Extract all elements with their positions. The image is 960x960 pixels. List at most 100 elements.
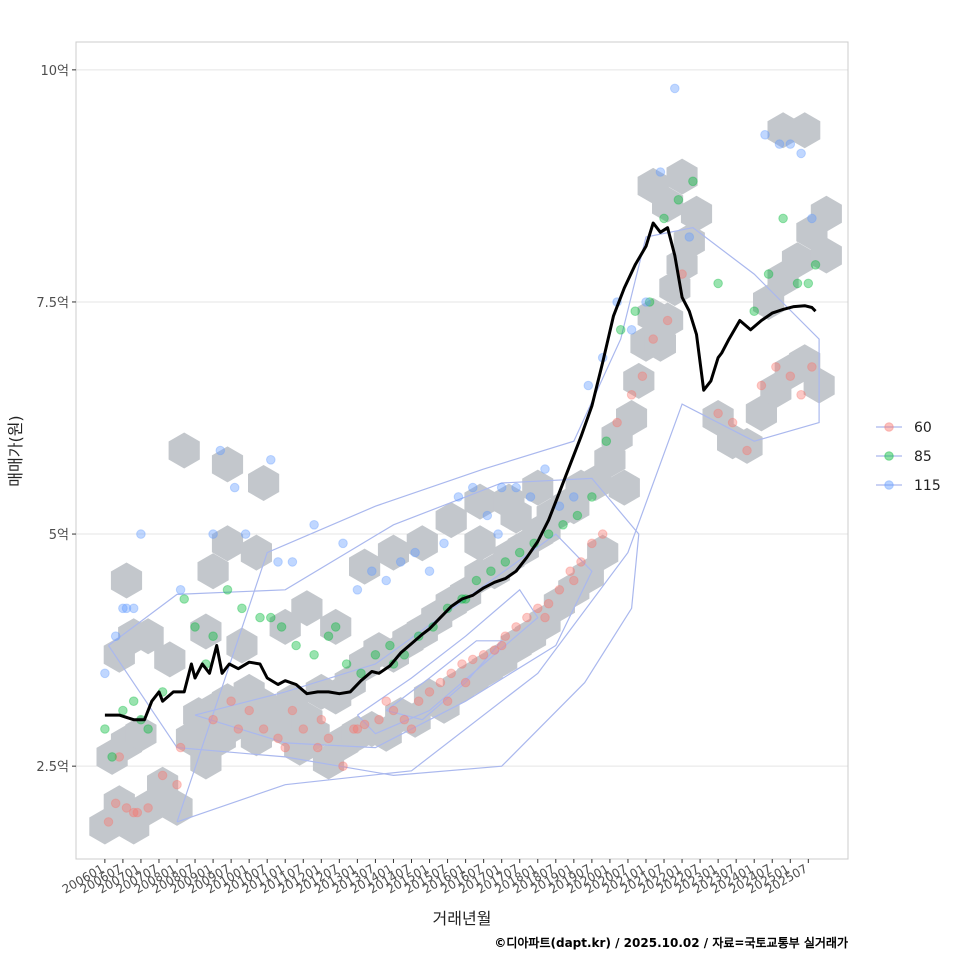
hexbin-cell <box>652 302 684 339</box>
hexbin-cell <box>745 395 777 432</box>
hexbin-cell <box>103 785 135 822</box>
point-60 <box>489 645 500 655</box>
point-85 <box>255 612 265 623</box>
hexbin-cell <box>587 534 619 571</box>
point-115 <box>100 668 110 679</box>
point-85 <box>572 510 583 521</box>
hexbin-cell <box>558 488 590 525</box>
hexbin-cell <box>154 641 186 678</box>
point-60 <box>349 724 359 734</box>
point-115 <box>774 139 785 149</box>
point-115 <box>511 482 521 493</box>
point-115 <box>367 566 377 577</box>
point-60 <box>742 445 752 456</box>
point-115 <box>496 482 507 493</box>
hexbin-cell <box>616 400 648 436</box>
legend-key-115 <box>884 480 894 490</box>
hexbin-cell <box>522 469 554 506</box>
point-60 <box>175 742 186 753</box>
point-85 <box>100 724 110 734</box>
point-60 <box>460 677 471 688</box>
point-60 <box>298 724 309 734</box>
point-85 <box>486 566 496 577</box>
point-85 <box>778 213 788 224</box>
point-60 <box>565 566 576 577</box>
point-115 <box>266 455 276 465</box>
point-60 <box>511 622 521 632</box>
point-115 <box>208 529 218 539</box>
point-60 <box>496 640 507 651</box>
hexbin-cell <box>197 553 229 590</box>
point-85 <box>749 306 760 317</box>
hexbin-cell <box>190 613 222 650</box>
point-60 <box>110 798 121 809</box>
median-trend-line <box>104 221 817 722</box>
point-85 <box>763 269 774 279</box>
hexbin-cell <box>125 715 157 752</box>
point-60 <box>226 696 236 707</box>
point-60 <box>114 752 125 762</box>
point-85 <box>341 659 352 669</box>
hexbin-cell <box>464 525 496 562</box>
point-85 <box>179 594 189 604</box>
hexbin-cell <box>147 766 179 803</box>
hexbin-cell <box>781 242 814 279</box>
point-115 <box>215 445 226 456</box>
point-60 <box>258 724 269 734</box>
point-60 <box>128 807 139 818</box>
point-115 <box>525 492 536 502</box>
hexbin-cell <box>248 465 280 501</box>
point-60 <box>132 807 143 818</box>
point-85 <box>644 297 655 307</box>
source-credit: ©디아파트(dapt.kr) / 2025.10.02 / 자료=국토교통부 실… <box>494 935 848 950</box>
point-60 <box>413 696 424 707</box>
point-85 <box>558 520 568 530</box>
point-60 <box>233 724 244 734</box>
hexbin-cell <box>406 525 438 562</box>
hexbin-cell <box>789 344 821 381</box>
hexbin-cell <box>673 223 705 260</box>
point-115 <box>287 557 298 567</box>
point-115 <box>175 585 186 595</box>
x-axis-ticks: 2006012006072007012007072008012008072009… <box>60 859 810 897</box>
hexbin-cell <box>652 186 684 223</box>
point-60 <box>244 705 254 716</box>
y-tick-label-3: 10억 <box>40 64 69 79</box>
y-tick-label-1: 5억 <box>49 528 69 543</box>
point-60 <box>597 529 608 539</box>
point-60 <box>121 803 132 813</box>
point-115 <box>439 538 449 549</box>
point-60 <box>796 390 806 400</box>
point-115 <box>684 232 695 242</box>
hexbin-cell <box>291 701 323 738</box>
point-115 <box>229 482 240 493</box>
point-85 <box>673 195 684 205</box>
hexbin-cell <box>399 701 431 738</box>
density-contour-4 <box>176 227 820 823</box>
hexbin-cell <box>320 608 352 645</box>
legend: 60 85 115 <box>876 420 941 494</box>
point-115 <box>121 603 132 614</box>
point-60 <box>648 334 659 344</box>
point-60 <box>442 696 453 707</box>
point-85 <box>323 631 334 642</box>
hexbin-cell <box>500 497 532 534</box>
hexbin-cell <box>666 158 698 195</box>
density-contour-3 <box>108 477 640 777</box>
point-85 <box>266 612 276 623</box>
point-85 <box>803 278 814 289</box>
point-115 <box>785 139 796 149</box>
point-85 <box>601 436 612 447</box>
point-60 <box>662 315 673 326</box>
legend-key-60 <box>884 422 894 432</box>
point-115 <box>338 538 348 549</box>
point-60 <box>576 557 586 567</box>
point-85 <box>587 492 597 502</box>
point-60 <box>446 668 457 679</box>
hexbin-cell <box>680 195 713 232</box>
point-85 <box>291 640 301 651</box>
point-115 <box>136 529 146 539</box>
hexbin-cell <box>810 195 842 232</box>
y-axis-ticks: 2.5억 5억 7.5억 10억 <box>36 64 76 775</box>
